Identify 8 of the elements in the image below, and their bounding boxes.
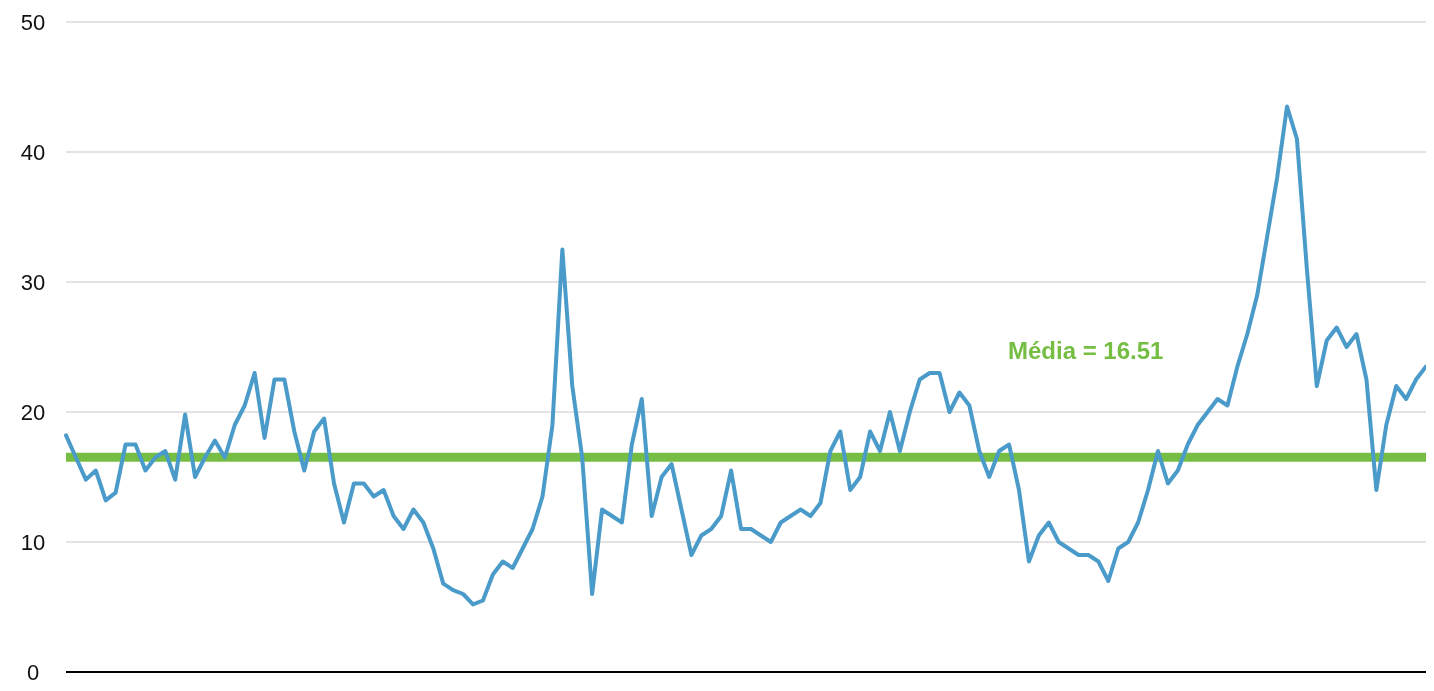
y-tick-label: 10 (20, 529, 46, 555)
y-tick-label: 50 (20, 9, 46, 35)
y-tick-label: 20 (20, 399, 46, 425)
y-tick-label: 30 (20, 269, 46, 295)
line-series (64, 104, 1426, 607)
y-tick-label: 0 (26, 659, 40, 685)
ref-line-label: Média = 16.51 (1008, 337, 1164, 365)
y-tick-label: 40 (20, 139, 46, 165)
